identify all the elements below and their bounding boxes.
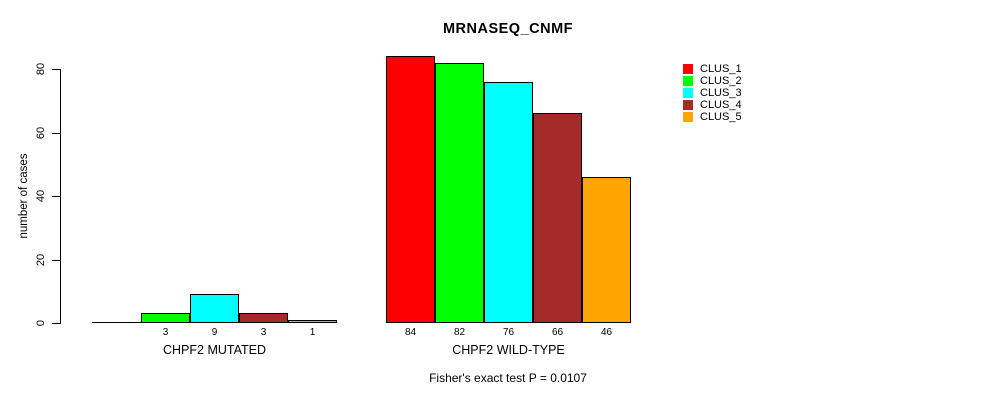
legend-swatch-icon	[683, 64, 693, 74]
bar-value-label: 9	[211, 327, 218, 338]
y-axis-tick	[52, 260, 60, 261]
bar-clus_1-wild-type	[386, 56, 435, 323]
y-axis-tick	[52, 196, 60, 197]
bar-clus_5-wild-type	[582, 177, 631, 323]
y-axis-line	[60, 69, 61, 324]
legend-item-clus_4: CLUS_4	[683, 99, 742, 111]
y-axis-label: number of cases	[18, 153, 30, 239]
legend-item-clus_2: CLUS_2	[683, 75, 742, 87]
y-axis-tick	[52, 323, 60, 324]
bar-value-label: 76	[502, 327, 515, 338]
legend-swatch-icon	[683, 88, 693, 98]
legend-swatch-icon	[683, 112, 693, 122]
legend-swatch-icon	[683, 100, 693, 110]
legend: CLUS_1 CLUS_2 CLUS_3 CLUS_4 CLUS_5	[683, 63, 742, 123]
footnote: Fisher's exact test P = 0.0107	[429, 371, 587, 385]
bar-value-label: 3	[260, 327, 267, 338]
bar-clus_2-mutated	[141, 313, 190, 323]
bar-clus_5-mutated	[288, 320, 337, 323]
legend-label: CLUS_1	[700, 63, 742, 75]
bar-clus_4-mutated	[239, 313, 288, 323]
legend-swatch-icon	[683, 76, 693, 86]
y-axis-tick-label: 0	[35, 319, 47, 327]
legend-label: CLUS_5	[700, 111, 742, 123]
chart-title: MRNASEQ_CNMF	[442, 21, 574, 37]
y-axis-tick-label: 80	[35, 62, 47, 76]
legend-item-clus_5: CLUS_5	[683, 111, 742, 123]
group-label-mutated: CHPF2 MUTATED	[162, 343, 267, 357]
legend-item-clus_3: CLUS_3	[683, 87, 742, 99]
bar-value-label: 3	[162, 327, 169, 338]
bar-value-label: 46	[600, 327, 613, 338]
bar-value-label: 66	[551, 327, 564, 338]
bar-clus_1-mutated	[92, 322, 141, 323]
bar-clus_3-wild-type	[484, 82, 533, 323]
bar-value-label: 84	[404, 327, 417, 338]
group-label-wild-type: CHPF2 WILD-TYPE	[452, 343, 565, 357]
y-axis-tick-label: 20	[35, 253, 47, 267]
y-axis-tick-label: 40	[35, 189, 47, 203]
legend-label: CLUS_4	[700, 99, 742, 111]
legend-label: CLUS_3	[700, 87, 742, 99]
bar-clus_2-wild-type	[435, 63, 484, 323]
legend-item-clus_1: CLUS_1	[683, 63, 742, 75]
bar-clus_4-wild-type	[533, 113, 582, 323]
legend-label: CLUS_2	[700, 75, 742, 87]
bar-value-label: 82	[453, 327, 466, 338]
y-axis-tick	[52, 69, 60, 70]
y-axis-tick	[52, 133, 60, 134]
bar-clus_3-mutated	[190, 294, 239, 323]
bar-value-label: 1	[309, 327, 316, 338]
y-axis-tick-label: 60	[35, 126, 47, 140]
